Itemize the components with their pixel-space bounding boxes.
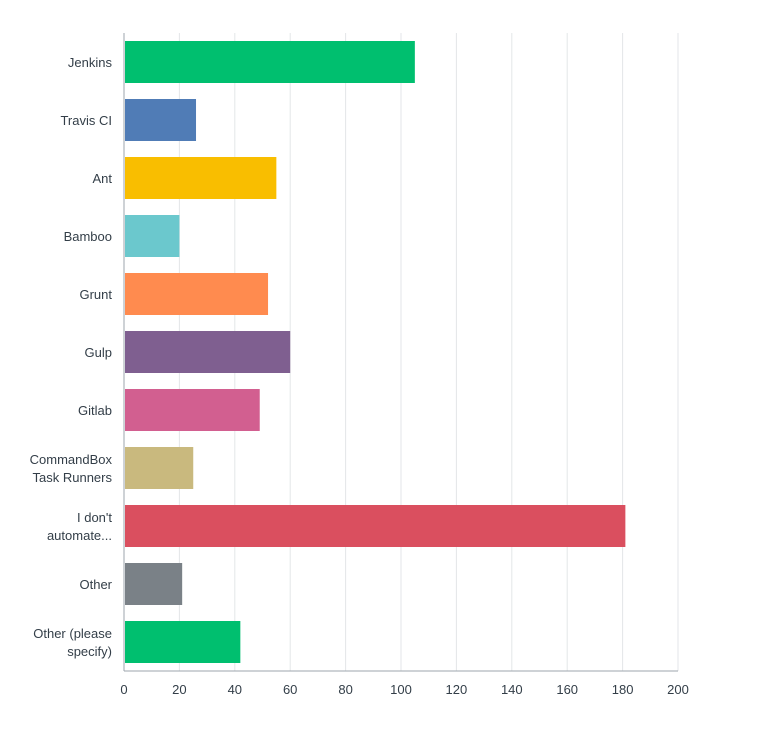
bar	[125, 99, 197, 141]
x-tick-label: 160	[556, 682, 578, 697]
x-tick-label: 20	[172, 682, 186, 697]
category-label: Ant	[92, 171, 112, 186]
gridlines	[178, 33, 679, 671]
bar	[125, 389, 260, 431]
category-label: Grunt	[79, 287, 112, 302]
bar	[125, 621, 241, 663]
bars	[125, 41, 626, 663]
category-label: Other (please	[33, 626, 112, 641]
category-label: Gitlab	[78, 403, 112, 418]
bar	[125, 41, 415, 83]
category-label: Gulp	[85, 345, 112, 360]
category-label: Task Runners	[33, 470, 113, 485]
bar	[125, 273, 269, 315]
category-label: Jenkins	[68, 55, 113, 70]
x-tick-label: 200	[667, 682, 689, 697]
x-tick-label: 180	[612, 682, 634, 697]
category-label: specify)	[67, 644, 112, 659]
category-label: automate...	[47, 528, 112, 543]
x-tick-label: 80	[338, 682, 352, 697]
category-labels: Jenkins Travis CI Ant Bamboo Grunt Gulp Gitlab…	[30, 55, 113, 659]
category-label: CommandBox	[30, 452, 113, 467]
category-label: Travis CI	[60, 113, 112, 128]
category-label: Other	[79, 577, 112, 592]
x-tick-label: 0	[120, 682, 127, 697]
category-label: Bamboo	[64, 229, 112, 244]
category-label: I don't	[77, 510, 112, 525]
bar	[125, 215, 180, 257]
bar	[125, 331, 291, 373]
x-tick-label: 100	[390, 682, 412, 697]
x-tick-label: 120	[446, 682, 468, 697]
x-tick-label: 60	[283, 682, 297, 697]
bar	[125, 505, 626, 547]
bar	[125, 157, 277, 199]
x-tick-labels: 0 20 40 60 80 100 120 140 160 180 200	[120, 682, 688, 697]
bar	[125, 447, 194, 489]
x-tick-label: 40	[228, 682, 242, 697]
x-tick-label: 140	[501, 682, 523, 697]
bar	[125, 563, 183, 605]
